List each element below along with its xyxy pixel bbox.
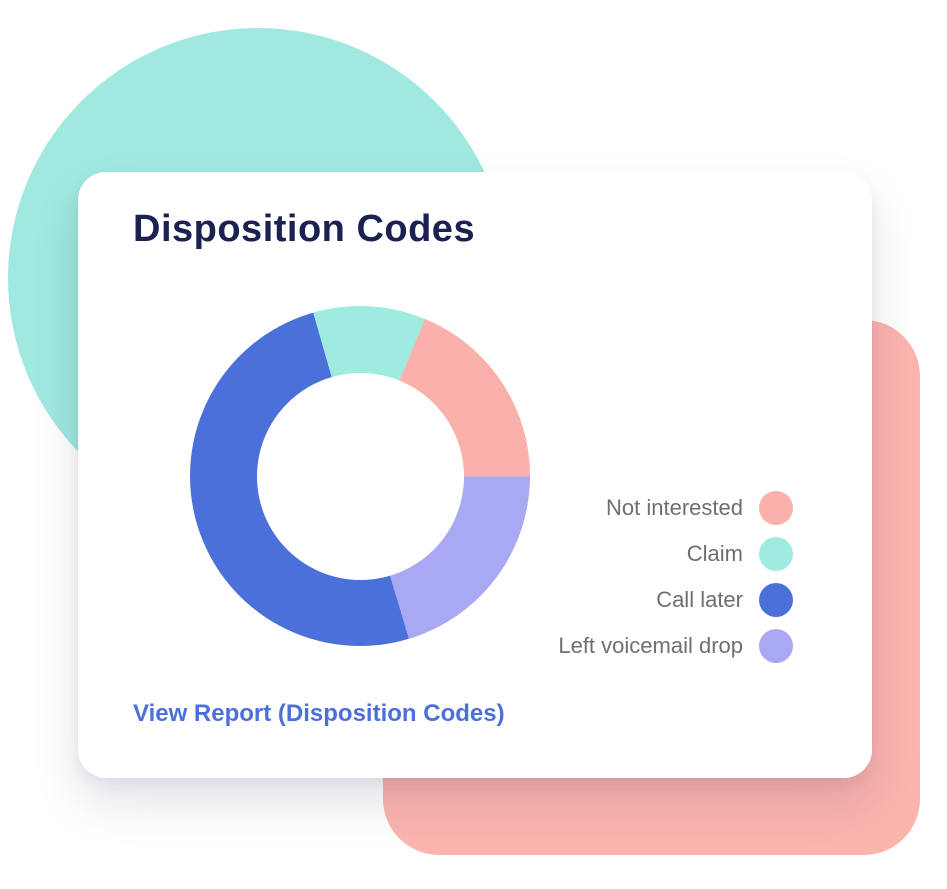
legend-label: Not interested bbox=[606, 495, 743, 520]
legend-label: Call later bbox=[656, 587, 743, 612]
legend-item-call-later[interactable]: Call later bbox=[558, 583, 793, 617]
legend-swatch-icon bbox=[759, 629, 793, 663]
legend-item-left-voicemail-drop[interactable]: Left voicemail drop bbox=[558, 629, 793, 663]
chart-legend: Not interested Claim Call later Left voi… bbox=[558, 491, 793, 663]
page-title: Disposition Codes bbox=[133, 208, 476, 250]
legend-swatch-icon bbox=[759, 583, 793, 617]
legend-label: Claim bbox=[686, 541, 743, 566]
view-report-link[interactable]: View Report (Disposition Codes) bbox=[133, 700, 505, 727]
legend-swatch-icon bbox=[759, 537, 793, 571]
donut-chart[interactable] bbox=[190, 306, 530, 646]
legend-item-not-interested[interactable]: Not interested bbox=[558, 491, 793, 525]
disposition-codes-card: Disposition Codes Not interested Claim C… bbox=[78, 172, 872, 778]
legend-item-claim[interactable]: Claim bbox=[558, 537, 793, 571]
donut-hole bbox=[256, 372, 464, 580]
legend-label: Left voicemail drop bbox=[558, 633, 743, 658]
legend-swatch-icon bbox=[759, 491, 793, 525]
